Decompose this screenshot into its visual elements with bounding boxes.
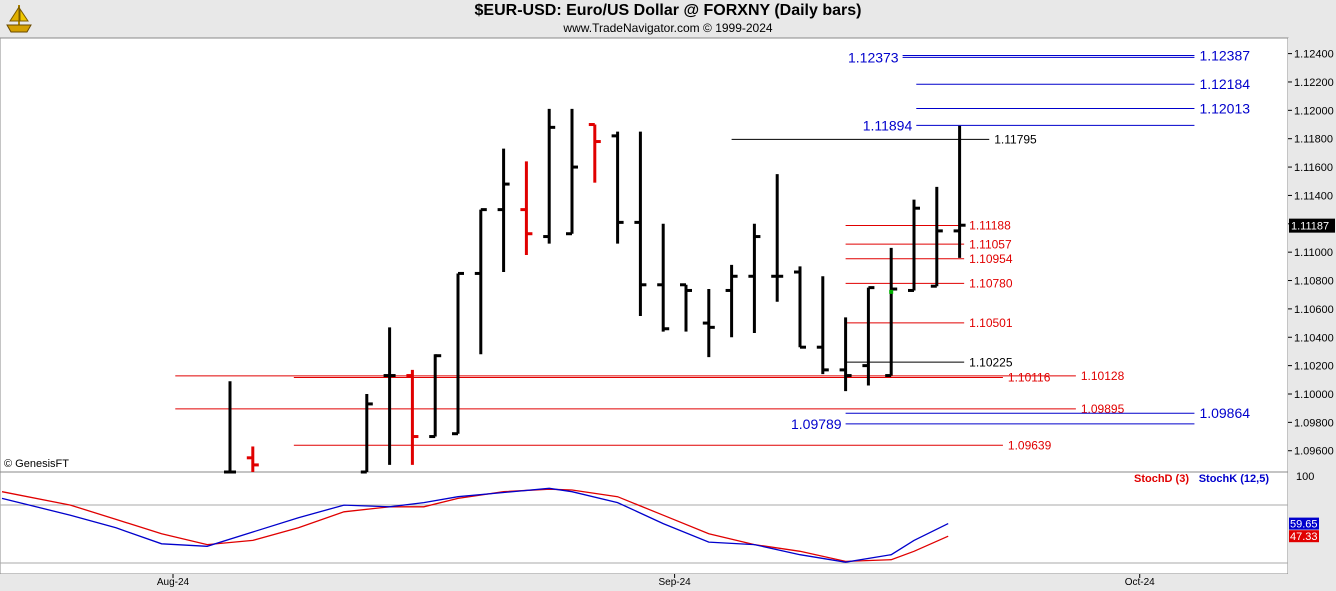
x-tick-label: Oct-24 [1125,577,1155,588]
last-price-box [1289,218,1335,233]
ohlc-bar [406,369,419,465]
level-label: 1.11188 [969,219,1011,233]
y-tick-label: 1.10600 [1294,304,1334,316]
level-label: 1.12013 [1199,100,1250,116]
ohlc-bar [497,148,510,273]
ohlc-bar [839,317,852,392]
x-axis-panel [0,574,1336,591]
legend-stochk: StochK (12,5) [1199,473,1270,485]
level-label: 1.10116 [1008,371,1051,385]
stochk-line [1,487,949,563]
stoch-y-tick-label: 100 [1296,471,1314,483]
y-tick-label: 1.11000 [1294,247,1333,259]
stochd-value-label: 47.33 [1290,531,1318,543]
level-label: 1.11057 [969,237,1012,251]
ohlc-bar [657,223,670,332]
stochd-value-box [1289,530,1319,543]
level-label: 1.09639 [1008,438,1052,452]
level-label: 1.10780 [969,277,1013,291]
x-tick-label: Aug-24 [157,577,190,588]
ohlc-bar [908,199,920,292]
ohlc-bar [246,446,259,472]
y-tick-label: 1.10000 [1294,389,1334,401]
level-label: 1.10954 [969,252,1013,266]
ohlc-bar [930,186,943,288]
stochd-line [1,488,949,563]
ohlc-bar [543,108,556,244]
ohlc-bar [794,266,806,349]
ohlc-bar [224,381,236,474]
level-label: 1.10225 [969,355,1013,369]
level-label: 1.12373 [848,49,899,65]
y-tick-label: 1.11800 [1294,134,1333,146]
x-tick-label: Sep-24 [658,577,691,588]
stochk-value-box [1289,517,1319,530]
ohlc-bar [383,327,396,465]
level-label: 1.10128 [1081,369,1125,383]
copyright-label: © GenesisFT [4,458,69,470]
ohlc-bar [360,393,373,474]
level-label: 1.11894 [863,117,913,133]
y-tick-label: 1.11600 [1294,162,1333,174]
y-tick-label: 1.10200 [1294,361,1334,373]
y-axis-panel [1288,38,1336,574]
ohlc-bar [452,271,464,436]
legend-stochd: StochD (3) [1134,473,1189,485]
chart-header: $EUR-USD: Euro/US Dollar @ FORXNY (Daily… [0,0,1336,38]
y-tick-label: 1.10800 [1294,276,1334,288]
chart-title: $EUR-USD: Euro/US Dollar @ FORXNY (Daily… [474,2,862,19]
level-label: 1.12184 [1199,76,1250,92]
y-tick-label: 1.12200 [1294,77,1334,89]
ohlc-bar [611,131,624,244]
chart-subtitle: www.TradeNavigator.com © 1999-2024 [563,21,773,35]
ohlc-bar [885,247,898,378]
ohlc-bar [953,125,966,258]
signal-dot [889,289,894,294]
ohlc-bar [474,208,487,355]
ohlc-bar [588,123,601,183]
ohlc-bar [725,264,738,338]
ship-logo-icon [6,5,32,33]
level-label: 1.10501 [969,316,1013,330]
level-label: 1.09895 [1081,402,1125,416]
ohlc-bar [862,286,875,386]
y-tick-label: 1.09600 [1294,446,1334,458]
level-label: 1.12387 [1199,47,1250,63]
ohlc-bar [520,161,533,255]
ohlc-bar [429,354,442,439]
price-plot-area [0,37,1289,473]
last-price-label: 1.11187 [1291,221,1329,233]
y-tick-label: 1.09800 [1294,417,1334,429]
ohlc-bar [634,131,647,316]
ohlc-bar [771,174,784,302]
y-tick-label: 1.11400 [1294,190,1333,202]
ohlc-bar [566,108,578,236]
stoch-plot-area [0,471,1289,575]
level-label: 1.11795 [994,133,1037,147]
level-label: 1.09864 [1199,405,1250,421]
y-tick-label: 1.10400 [1294,332,1334,344]
y-tick-label: 1.12000 [1294,105,1334,117]
y-tick-label: 1.12400 [1294,49,1334,61]
ohlc-bar [680,283,692,332]
ohlc-bar [816,276,829,375]
ohlc-bar [702,289,715,358]
level-label: 1.09789 [791,416,842,432]
stochk-value-label: 59.65 [1290,519,1318,531]
ohlc-bar [748,223,761,334]
